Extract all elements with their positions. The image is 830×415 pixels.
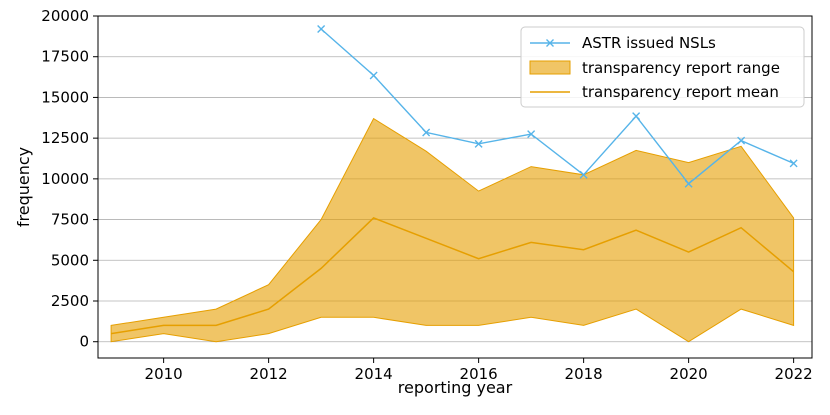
- legend-label-range: transparency report range: [582, 59, 780, 77]
- y-tick-label: 15000: [41, 88, 89, 106]
- y-tick-label: 5000: [51, 251, 89, 269]
- y-tick-label: 0: [79, 333, 89, 351]
- y-tick-label: 10000: [41, 170, 89, 188]
- astr-point: [632, 112, 641, 121]
- astr-point: [317, 25, 326, 34]
- legend-entry-range: transparency report range: [529, 59, 780, 77]
- x-tick-layer: 2010 2012 2014 2016 2018 2020 2022: [145, 358, 813, 383]
- astr-point: [527, 130, 536, 139]
- x-tick-label: 2010: [145, 365, 183, 383]
- x-tick-label: 2012: [250, 365, 288, 383]
- x-tick-label: 2014: [355, 365, 393, 383]
- y-tick-layer: 0 2500 5000 7500 10000 12500 15000 17500 20000: [41, 7, 98, 351]
- y-tick-label: 2500: [51, 292, 89, 310]
- legend: ASTR issued NSLs transparency report ran…: [520, 26, 805, 108]
- astr-line: [320, 28, 794, 185]
- astr-point: [684, 179, 693, 188]
- x-tick-label: 2018: [565, 365, 603, 383]
- y-tick-label: 17500: [41, 48, 89, 66]
- y-axis-label: frequency: [14, 147, 33, 227]
- astr-point: [737, 136, 746, 145]
- y-tick-label: 12500: [41, 129, 89, 147]
- x-axis-label: reporting year: [398, 378, 513, 397]
- legend-x-marker-icon: [546, 39, 554, 47]
- x-tick-label: 2016: [460, 365, 498, 383]
- legend-entry-mean: transparency report mean: [530, 83, 779, 101]
- legend-frame: [520, 26, 805, 108]
- legend-label-mean: transparency report mean: [582, 83, 779, 101]
- legend-swatch-range: [529, 60, 571, 75]
- astr-point: [369, 71, 378, 80]
- y-tick-label: 7500: [51, 211, 89, 229]
- mean-line: [110, 217, 795, 335]
- astr-point: [579, 170, 588, 179]
- x-tick-label: 2022: [775, 365, 813, 383]
- astr-point: [422, 128, 431, 137]
- legend-entry-astr: ASTR issued NSLs: [530, 34, 716, 52]
- astr-point: [789, 159, 798, 168]
- range-band: [110, 117, 795, 343]
- legend-label-astr: ASTR issued NSLs: [582, 34, 716, 52]
- astr-point: [474, 139, 483, 148]
- series-line-layer: [110, 25, 798, 335]
- range-band-layer: [110, 117, 795, 343]
- plot-frame: [97, 15, 813, 359]
- y-tick-label: 20000: [41, 7, 89, 25]
- x-tick-label: 2020: [670, 365, 708, 383]
